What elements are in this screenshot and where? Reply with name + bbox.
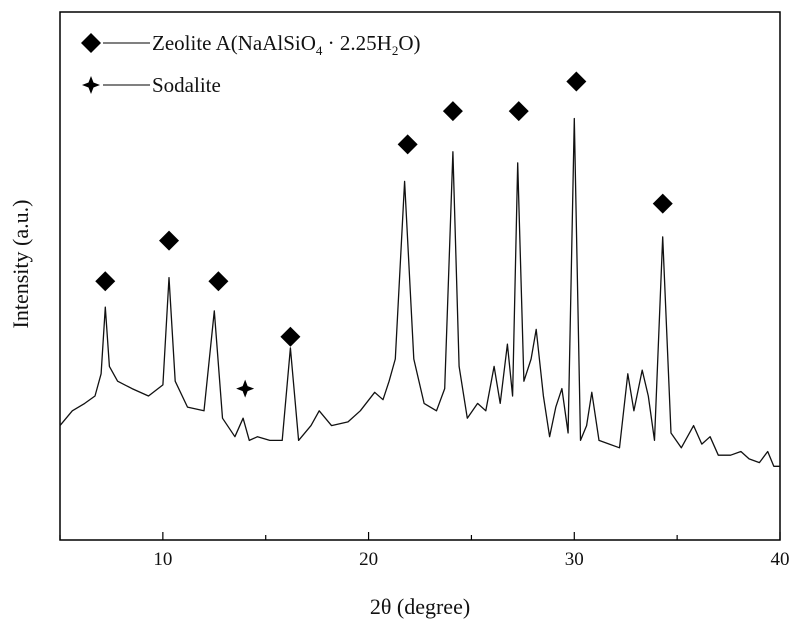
legend-label-zeolite: Zeolite A(NaAlSiO4 · 2.25H2O)	[152, 31, 420, 58]
y-axis-title: Intensity (a.u.)	[8, 200, 33, 329]
legend-label-sodalite: Sodalite	[152, 73, 221, 97]
sodalite-peak-marker	[236, 379, 255, 398]
x-axis-tick-labels: 10 20 30 40	[153, 549, 789, 570]
legend: Zeolite A(NaAlSiO4 · 2.25H2O) Sodalite	[81, 31, 420, 97]
legend-diamond-icon	[81, 33, 101, 53]
zeolite-peak-marker	[652, 193, 673, 214]
x-tick-label: 10	[153, 549, 172, 570]
x-tick-label: 40	[771, 549, 790, 570]
plot-frame	[59, 11, 781, 541]
x-tick-label: 20	[359, 549, 378, 570]
zeolite-peak-marker	[442, 101, 463, 122]
zeolite-peak-marker	[159, 230, 180, 251]
peak-markers	[95, 71, 673, 398]
zeolite-peak-marker	[208, 271, 229, 292]
legend-star-icon	[82, 76, 100, 94]
zeolite-peak-marker	[508, 101, 529, 122]
x-axis-title: 2θ (degree)	[370, 594, 470, 619]
zeolite-peak-marker	[95, 271, 116, 292]
x-axis-ticks	[59, 532, 781, 540]
zeolite-peak-marker	[566, 71, 587, 92]
x-tick-label: 30	[565, 549, 584, 570]
xrd-pattern-line	[59, 117, 780, 467]
zeolite-peak-marker	[397, 134, 418, 155]
zeolite-peak-marker	[280, 326, 301, 347]
